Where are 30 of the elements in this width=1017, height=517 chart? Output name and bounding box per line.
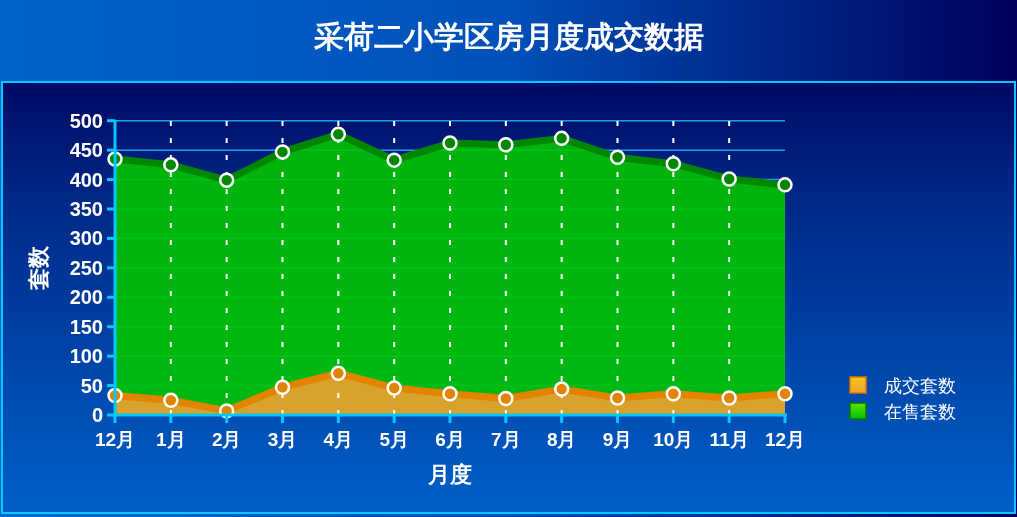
y-tick-label: 150 [69, 315, 103, 338]
legend: 成交套数 在售套数 [849, 376, 956, 422]
y-tick-label: 0 [91, 404, 103, 426]
y-tick-label: 400 [69, 168, 103, 191]
y-tick-label: 350 [69, 197, 103, 220]
x-tick-label: 12月 [764, 429, 806, 450]
x-tick-label: 7月 [491, 429, 521, 450]
y-tick-label: 100 [69, 345, 103, 368]
y-tick-label: 500 [69, 109, 103, 132]
x-tick-label: 10月 [653, 429, 694, 450]
x-tick-label: 1月 [156, 429, 186, 450]
x-tick-label: 4月 [323, 429, 354, 450]
y-tick-label: 250 [69, 256, 103, 279]
legend-label: 成交套数 [884, 376, 956, 396]
x-tick-label: 11月 [709, 429, 749, 450]
x-axis-title: 月度 [427, 461, 472, 487]
chart-title: 采荷二小学区房月度成交数据 [312, 19, 704, 54]
x-tick-label: 3月 [267, 429, 298, 450]
x-tick-label: 5月 [379, 429, 409, 450]
x-tick-label: 9月 [602, 429, 633, 450]
x-tick-label: 8月 [546, 429, 577, 450]
x-tick-label: 12月 [94, 429, 136, 450]
y-tick-label: 200 [69, 286, 103, 309]
y-axis-title: 套数 [25, 244, 51, 291]
x-tick-label: 2月 [211, 429, 242, 450]
legend-label: 在售套数 [884, 402, 956, 422]
y-tick-label: 450 [69, 139, 103, 162]
y-tick-label: 50 [80, 374, 103, 397]
y-tick-label: 300 [69, 227, 103, 250]
x-tick-label: 6月 [435, 429, 465, 450]
